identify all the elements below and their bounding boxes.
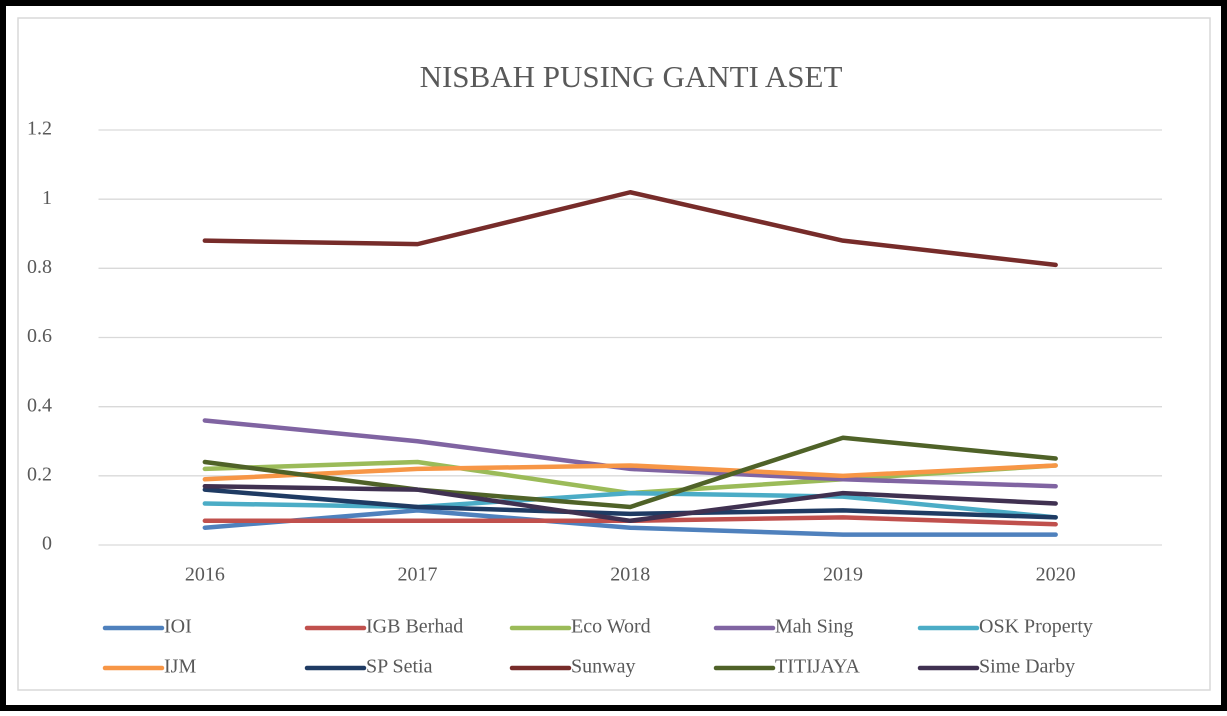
legend-label: IGB Berhad [366,616,463,638]
legend-label: Sunway [571,656,635,678]
series-line [202,435,1058,510]
chart-title: NISBAH PUSING GANTI ASET [420,59,843,94]
legend-label: OSK Property [979,616,1093,638]
series-line [202,483,1058,524]
grid: 0 0.2 0.4 0.6 0.8 1 1.2 2016 2017 2018 2019 2020 [27,118,1162,586]
legend-label: IOI [164,616,192,638]
legend-label: Eco Word [571,616,651,638]
y-tick-label: 1.2 [27,118,52,140]
legend-label: Sime Darby [979,656,1075,678]
series-line [202,487,1058,520]
y-tick-label: 0.8 [27,256,52,278]
y-tick-label: 0.4 [27,394,52,416]
series-line [202,508,1058,537]
series-line [202,463,1058,482]
legend-label: TITIJAYA [775,656,860,678]
chart-area [17,17,1211,691]
x-tick-label: 2019 [823,564,863,586]
series-line [202,490,1058,520]
series-line [202,418,1058,489]
plot [202,190,1058,537]
y-tick-label: 0 [42,533,52,555]
y-tick-label: 0.6 [27,325,52,347]
y-tick-label: 0.2 [27,463,52,485]
y-tick-label: 1 [42,187,52,209]
x-tick-label: 2020 [1036,564,1076,586]
x-tick-label: 2018 [610,564,650,586]
x-tick-label: 2017 [398,564,438,586]
legend-label: IJM [164,656,196,678]
legend-label: Mah Sing [775,616,853,638]
x-tick-label: 2016 [185,564,225,586]
series-line [202,190,1058,268]
legend: IOI IGB Berhad Eco Word Mah Sing OSK Propert… [102,616,1093,678]
legend-label: SP Setia [366,656,433,678]
